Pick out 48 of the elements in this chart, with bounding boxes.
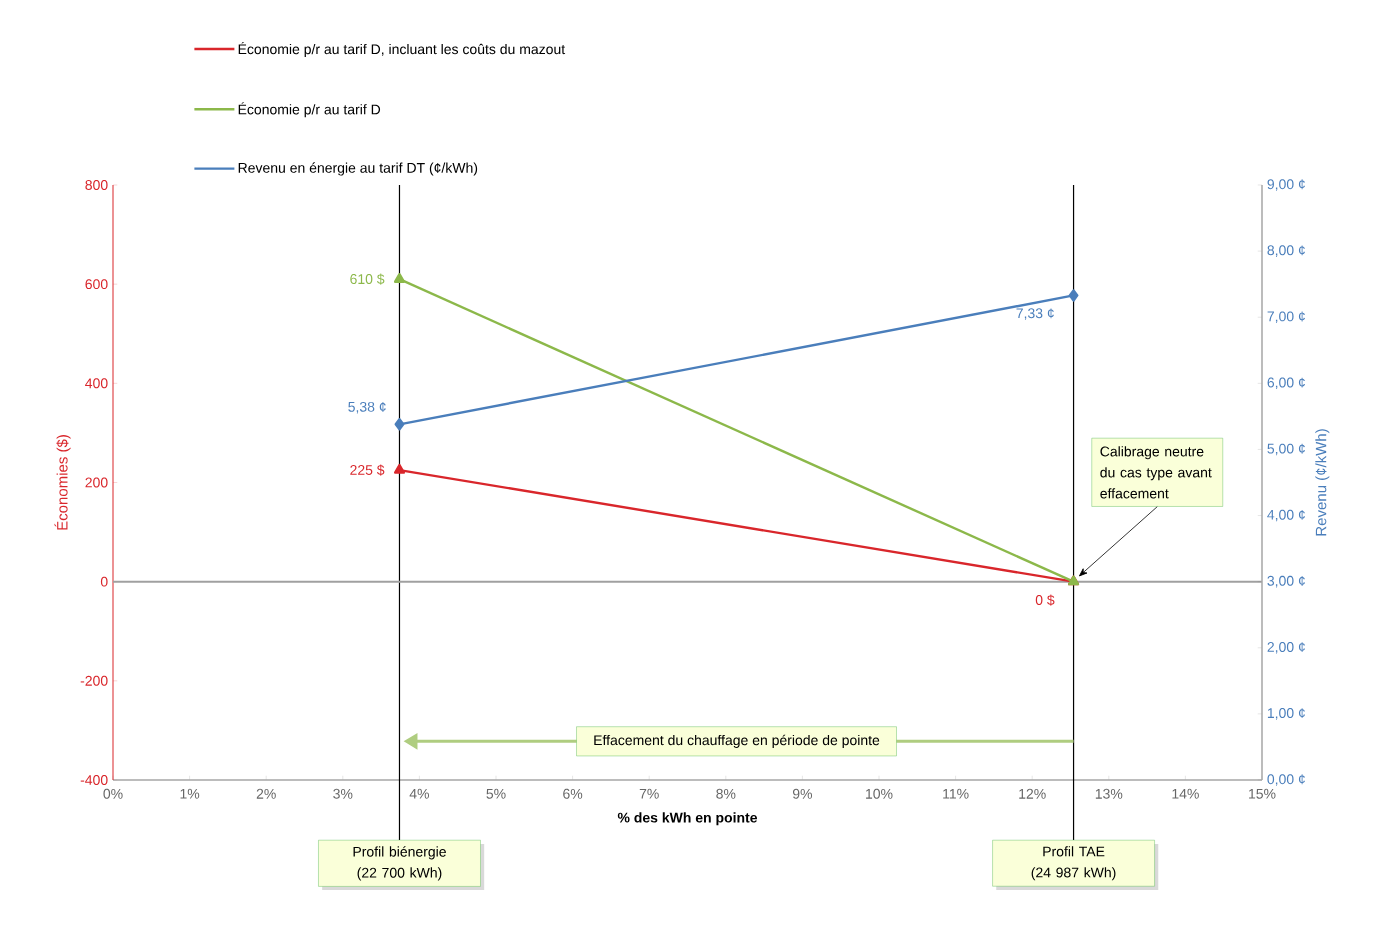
annotation: Calibrage neutre du cas type avant effacement — [1100, 446, 1212, 499]
legend-label: Économie p/r au tarif D, incluant les coûts du mazout — [238, 41, 566, 57]
y-tick-label: 800 — [85, 180, 108, 190]
x-tick-label: 4% — [409, 788, 430, 799]
x-tick-label: 10% — [866, 788, 893, 799]
y2-tick-label: 0,00 ¢ — [1267, 774, 1305, 786]
y-tick-label: -400 — [80, 775, 108, 785]
y2-tick-label: 1,00 ¢ — [1267, 708, 1305, 720]
y-tick-label: 200 — [85, 477, 108, 488]
y2-tick-label: 6,00 ¢ — [1267, 377, 1305, 390]
y-tick-label: 0 — [100, 576, 108, 587]
x-tick-label: 14% — [1172, 788, 1199, 799]
x-tick-label: 8% — [716, 788, 736, 799]
ref-line-label: Profil biénergie (22 700 kWh) — [353, 846, 446, 881]
y2-tick-label: 7,00 ¢ — [1267, 311, 1305, 323]
data-label: 5,38 ¢ — [348, 401, 386, 414]
ref-line-label: Profil TAE (24 987 kWh) — [1031, 846, 1116, 881]
y2-axis-title: Revenu (¢/kWh) — [1315, 429, 1330, 536]
y-tick-label: 400 — [85, 378, 108, 389]
x-tick-label: 15% — [1249, 788, 1276, 799]
x-axis-title: % des kWh en pointe — [617, 812, 758, 826]
annotation: Effacement du chauffage en période de pointe — [594, 734, 880, 748]
data-label: 225 $ — [350, 464, 385, 476]
y-axis-title: Économies ($) — [54, 435, 71, 530]
x-tick-label: 9% — [792, 788, 813, 799]
y2-tick-label: 9,00 ¢ — [1267, 179, 1305, 191]
y-tick-label: -200 — [80, 675, 108, 686]
y2-tick-label: 5,00 ¢ — [1267, 443, 1305, 456]
x-tick-label: 5% — [486, 788, 506, 799]
x-tick-label: 2% — [256, 788, 276, 799]
data-label: 7,33 ¢ — [1016, 308, 1054, 320]
y-tick-label: 600 — [85, 279, 108, 290]
x-tick-label: 13% — [1095, 788, 1123, 799]
legend-label: Économie p/r au tarif D — [238, 102, 381, 118]
data-label: 610 $ — [350, 273, 385, 285]
x-tick-label: 12% — [1019, 788, 1046, 799]
x-tick-label: 0% — [103, 788, 123, 799]
x-tick-label: 7% — [639, 788, 659, 799]
x-tick-label: 6% — [563, 788, 583, 799]
y2-tick-label: 3,00 ¢ — [1267, 575, 1305, 588]
x-tick-label: 3% — [333, 788, 353, 799]
data-label: 0 $ — [1035, 594, 1055, 606]
x-tick-label: 1% — [180, 788, 200, 799]
legend-label: Revenu en énergie au tarif DT (¢/kWh) — [238, 162, 478, 176]
y2-tick-label: 4,00 ¢ — [1267, 509, 1305, 522]
y2-tick-label: 8,00 ¢ — [1267, 245, 1305, 257]
y2-tick-label: 2,00 ¢ — [1267, 641, 1305, 654]
x-tick-label: 11% — [943, 788, 969, 799]
